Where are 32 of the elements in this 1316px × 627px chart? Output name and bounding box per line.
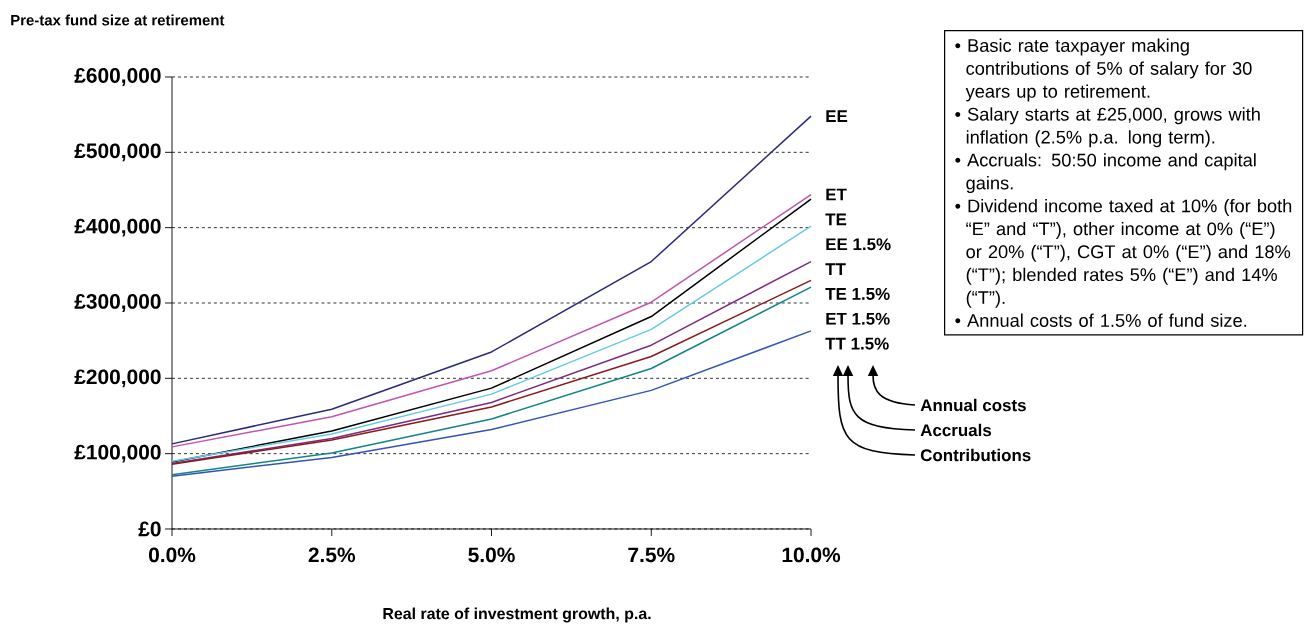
text: • Dividend income taxed at 10% (for both “E” and “T”), other income at 0% (“E”) or 20% (“T”), CGT at 0% (“E”) and 18% (“T”); blended rates 5% (“E”) and 14% (“T”). (955, 198, 1292, 308)
y-tick-label: £600,000 (74, 68, 161, 86)
x-tick-label: 7.5% (628, 547, 675, 563)
series-label: TE (825, 213, 847, 226)
text: Annual costs (920, 398, 1026, 412)
x-axis-title: Real rate of investment growth, p.a. (383, 607, 651, 623)
series-label: EE 1.5% (826, 238, 891, 251)
line-series (171, 330, 812, 477)
y-axis-title: Pre-tax fund size at retirement (11, 14, 225, 26)
text: Accruals (920, 423, 992, 437)
series-label: ET (826, 188, 847, 201)
text: Contributions (920, 448, 1031, 462)
y-tick-label: £200,000 (74, 369, 161, 388)
text: • Annual costs of 1.5% of fund size. (955, 313, 1247, 327)
y-tick-label: £100,000 (74, 444, 161, 463)
series-label: EE (826, 110, 848, 122)
y-tick-label: £500,000 (74, 143, 161, 162)
text: • Accruals: 50:50 income and capital gains. (955, 153, 1256, 194)
text: • Salary starts at £25,000, grows with inflation (2.5% p.a. long term). (955, 107, 1260, 148)
text: • Basic rate taxpayer making contributions of 5% of salary for 30 years up to retirement. (955, 38, 1252, 102)
x-tick-label: 2.5% (308, 547, 356, 563)
y-tick-label: £400,000 (74, 218, 161, 237)
x-tick-label: 10.0% (782, 547, 841, 563)
y-tick-label: £300,000 (74, 294, 161, 312)
line-series (171, 115, 812, 445)
series-label: ET 1.5% (826, 312, 890, 325)
y-tick-label: £0 (138, 521, 161, 537)
series-label: TT (825, 263, 846, 275)
x-tick-label: 5.0% (468, 547, 515, 563)
x-tick-label: 0.0% (149, 547, 196, 563)
series-label: TT 1.5% (825, 337, 889, 350)
series-label: TE 1.5% (825, 287, 890, 300)
